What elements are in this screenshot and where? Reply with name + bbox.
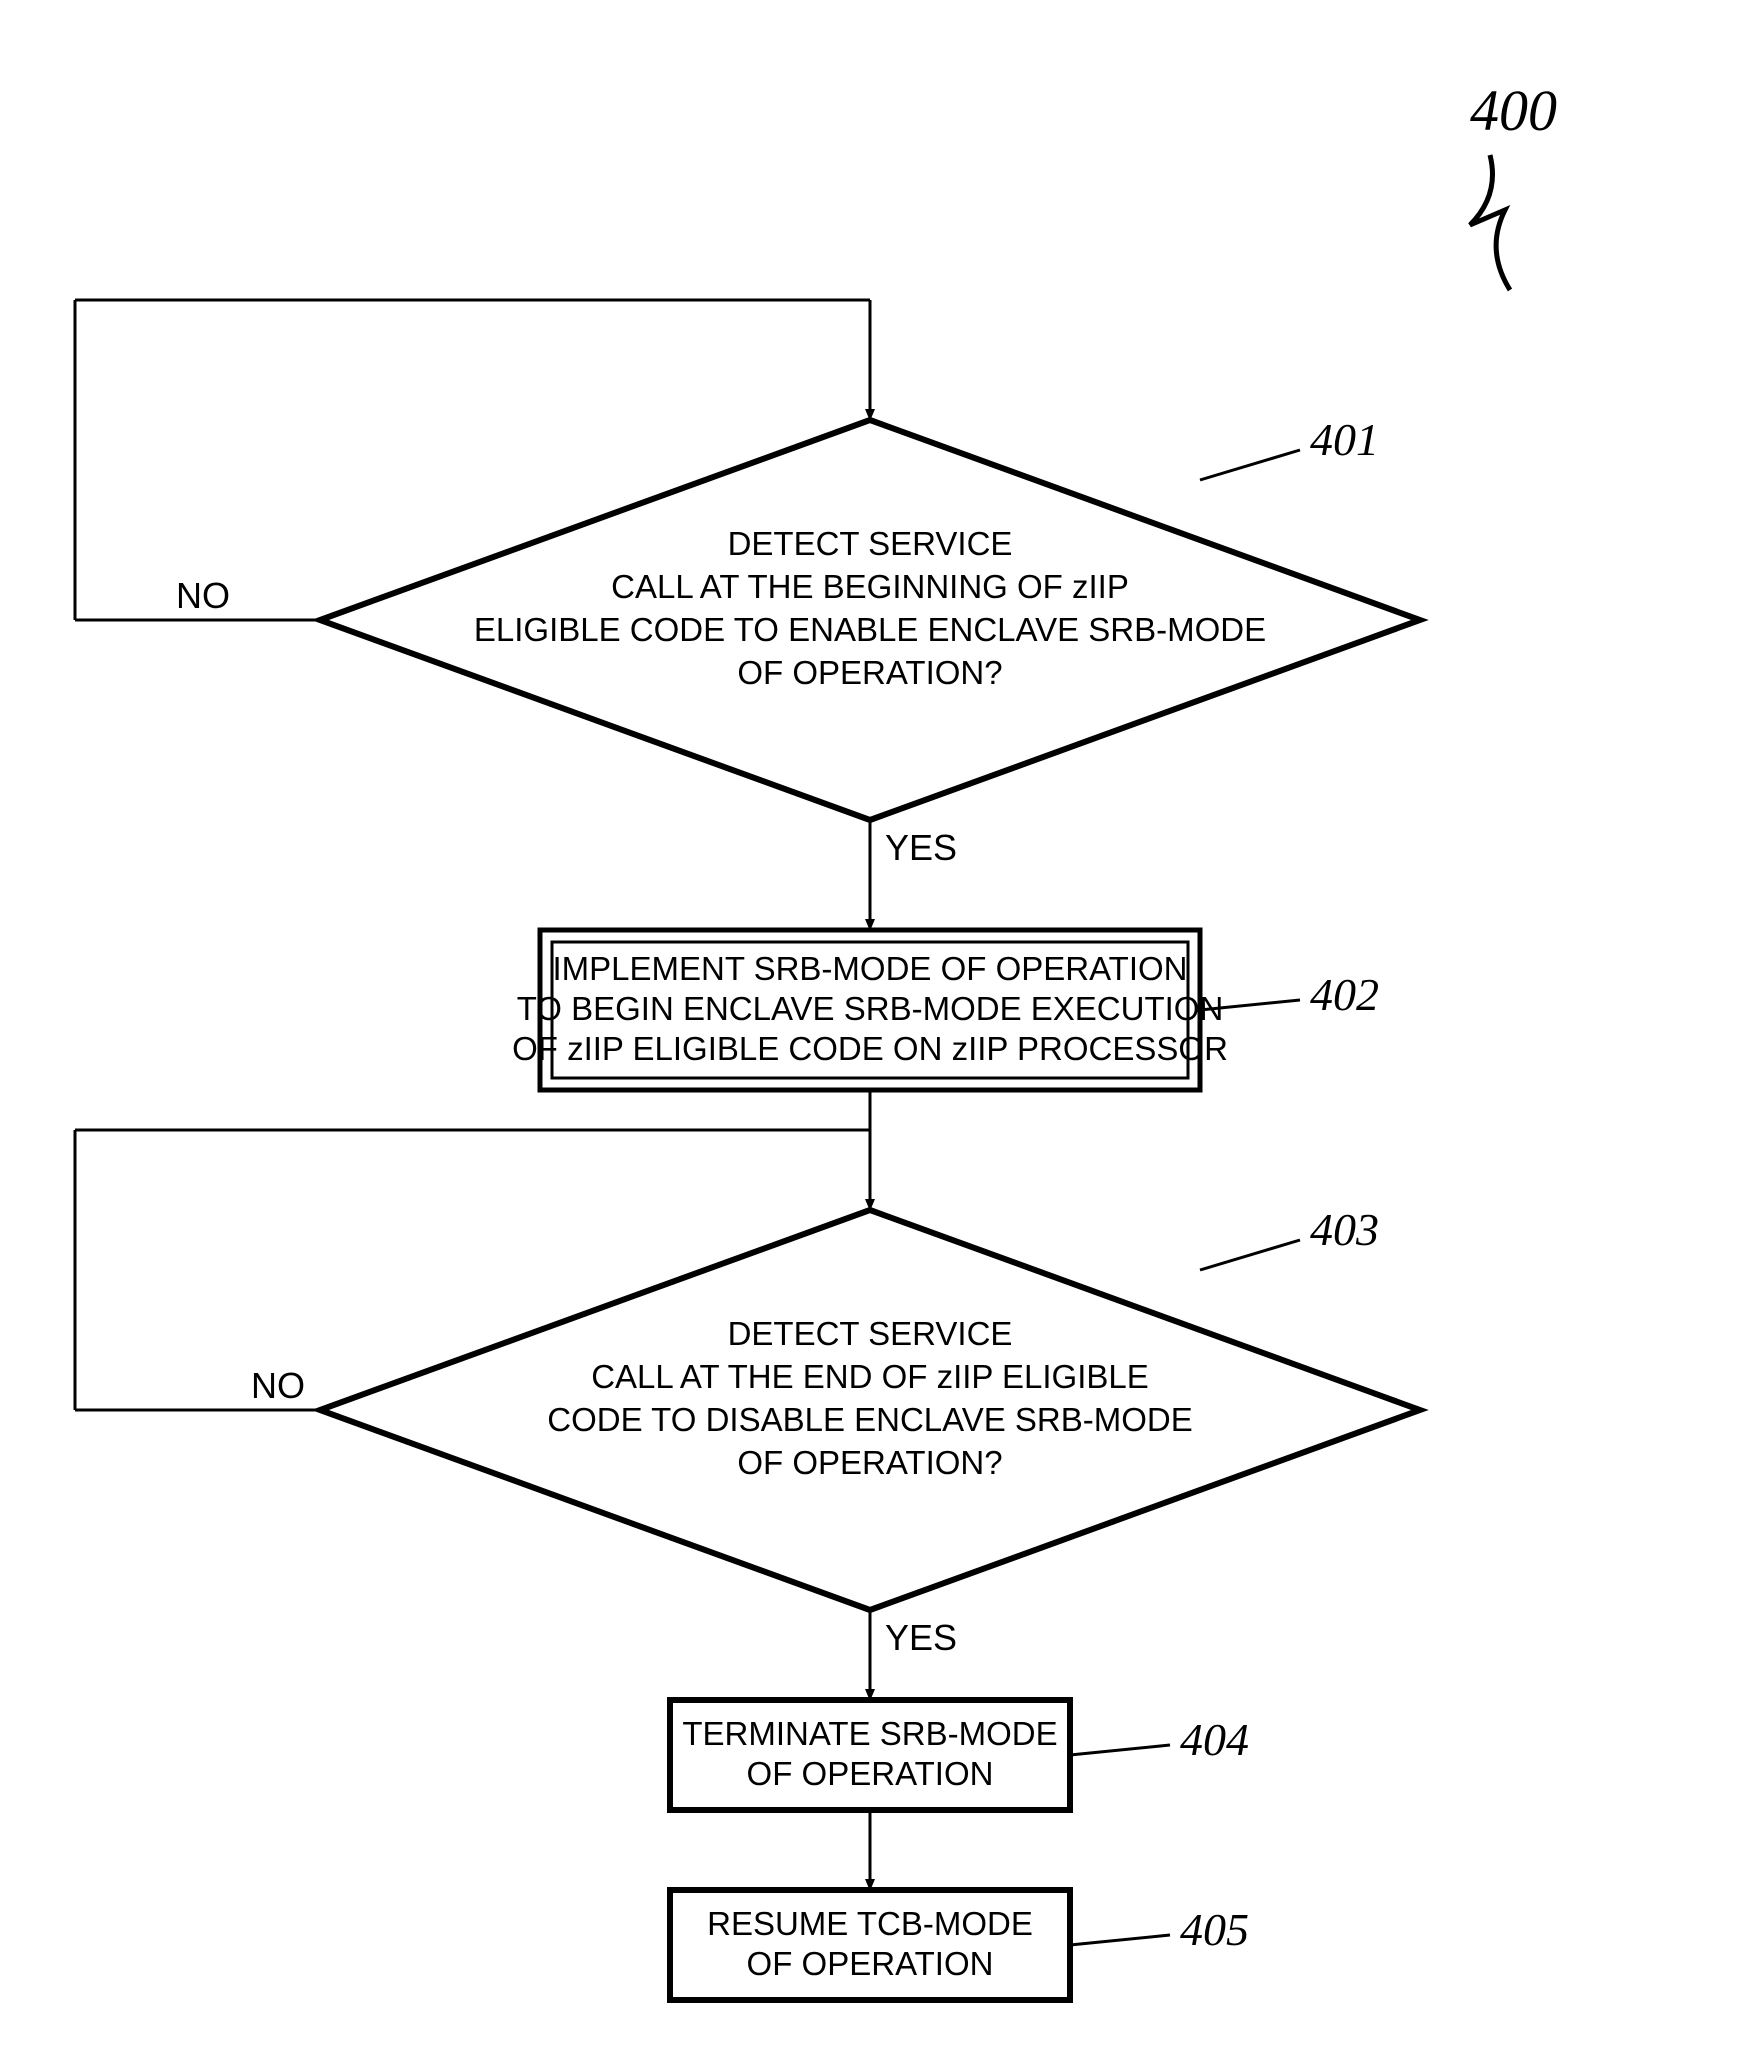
d2-line4: OF OPERATION?	[737, 1444, 1002, 1481]
d2-line3: CODE TO DISABLE ENCLAVE SRB-MODE	[547, 1401, 1193, 1438]
r1-line3: OF zIIP ELIGIBLE CODE ON zIIP PROCESSOR	[512, 1030, 1228, 1067]
process-resume-tcb: RESUME TCB-MODE OF OPERATION 405	[670, 1890, 1249, 2000]
ref-405: 405	[1180, 1904, 1249, 1955]
d2-line1: DETECT SERVICE	[728, 1315, 1013, 1352]
d1-line1: DETECT SERVICE	[728, 525, 1013, 562]
figure-ref-bolt	[1470, 155, 1510, 290]
d1-line2: CALL AT THE BEGINNING OF zIIP	[611, 568, 1129, 605]
figure-ref-label: 400	[1470, 78, 1557, 143]
edge-label-no-2: NO	[251, 1365, 305, 1406]
ref-401: 401	[1310, 414, 1379, 465]
d1-line3: ELIGIBLE CODE TO ENABLE ENCLAVE SRB-MODE	[474, 611, 1266, 648]
flowchart-canvas: 400 NO DETECT SERVICE CALL AT THE BEGINN…	[0, 0, 1755, 2046]
edge-label-yes-1: YES	[885, 827, 957, 868]
ref-404: 404	[1180, 1714, 1249, 1765]
ref-leader-401	[1200, 450, 1300, 480]
ref-403: 403	[1310, 1204, 1379, 1255]
decision-detect-end: DETECT SERVICE CALL AT THE END OF zIIP E…	[320, 1204, 1420, 1610]
r3-line2: OF OPERATION	[747, 1945, 994, 1982]
r1-line1: IMPLEMENT SRB-MODE OF OPERATION	[552, 950, 1187, 987]
decision-detect-begin: DETECT SERVICE CALL AT THE BEGINNING OF …	[320, 414, 1420, 820]
edge-label-yes-2: YES	[885, 1617, 957, 1658]
d2-line2: CALL AT THE END OF zIIP ELIGIBLE	[591, 1358, 1149, 1395]
ref-leader-405	[1070, 1935, 1170, 1945]
edge-d1-yes: YES	[870, 820, 957, 930]
r2-line1: TERMINATE SRB-MODE	[682, 1715, 1057, 1752]
process-terminate-srb: TERMINATE SRB-MODE OF OPERATION 404	[670, 1700, 1249, 1810]
d1-line4: OF OPERATION?	[737, 654, 1002, 691]
r3-line1: RESUME TCB-MODE	[707, 1905, 1033, 1942]
r1-line2: TO BEGIN ENCLAVE SRB-MODE EXECUTION	[517, 990, 1224, 1027]
edge-d2-yes: YES	[870, 1610, 957, 1700]
ref-leader-403	[1200, 1240, 1300, 1270]
edge-label-no-1: NO	[176, 575, 230, 616]
ref-leader-404	[1070, 1745, 1170, 1755]
r2-line2: OF OPERATION	[747, 1755, 994, 1792]
process-implement-srb: IMPLEMENT SRB-MODE OF OPERATION TO BEGIN…	[512, 930, 1379, 1090]
figure-ref-400: 400	[1470, 78, 1557, 290]
ref-402: 402	[1310, 969, 1379, 1020]
